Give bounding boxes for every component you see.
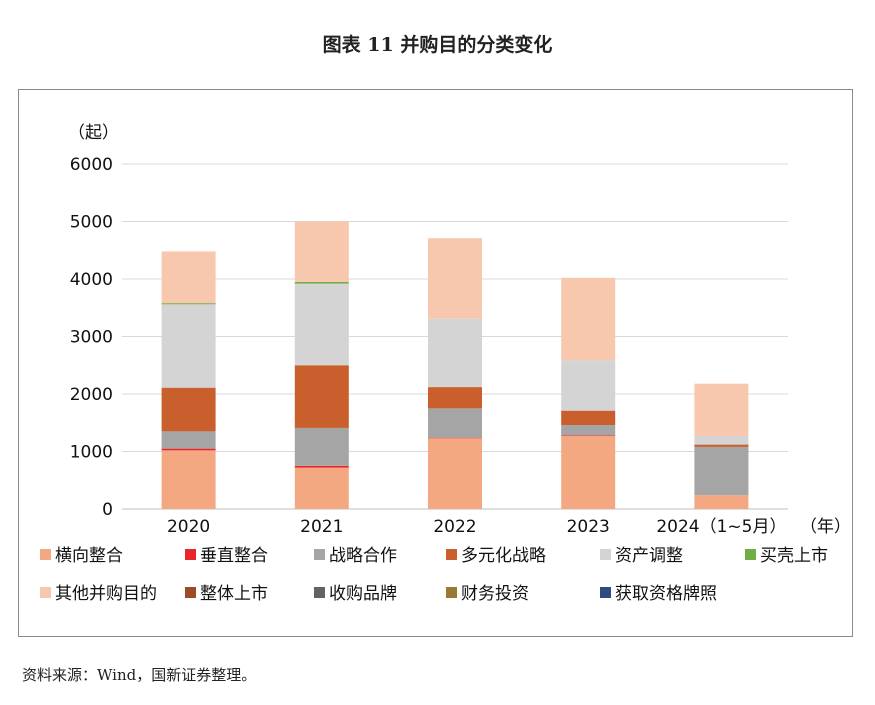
y-tick-label: 3000 xyxy=(70,328,113,348)
y-tick-label: 4000 xyxy=(70,270,113,290)
bar-segment xyxy=(161,450,216,509)
bar-segment xyxy=(561,360,616,411)
bar-segment xyxy=(428,318,482,388)
legend-label: 整体上市 xyxy=(200,584,268,604)
figure-title: 图表 11 并购目的分类变化 xyxy=(322,34,553,56)
bar-segment xyxy=(161,251,216,304)
legend-label: 横向整合 xyxy=(55,546,123,566)
y-tick-label: 1000 xyxy=(70,443,113,463)
bar-segment xyxy=(428,238,482,319)
legend-label: 收购品牌 xyxy=(329,584,397,604)
legend-swatch xyxy=(314,549,325,560)
bar-segment xyxy=(428,438,482,509)
x-tick-label: 2023 xyxy=(567,517,610,537)
bar-segment xyxy=(694,446,749,496)
y-axis-label: （起） xyxy=(68,123,119,143)
x-axis-label: （年） xyxy=(800,517,851,537)
legend-swatch xyxy=(40,549,51,560)
legend-swatch xyxy=(600,587,611,598)
legend-label: 多元化战略 xyxy=(461,546,546,566)
source-note: 资料来源：Wind，国新证券整理。 xyxy=(22,666,257,684)
x-tick-label: 2022 xyxy=(433,517,476,537)
bar-segment xyxy=(161,303,216,305)
x-tick-label: 2020 xyxy=(167,517,210,537)
y-tick-label: 6000 xyxy=(70,155,113,175)
bar-segment xyxy=(294,365,349,428)
bar-segment xyxy=(294,467,349,509)
bar-segment xyxy=(428,437,482,439)
legend-label: 财务投资 xyxy=(461,584,529,604)
bar-segment xyxy=(428,387,482,409)
bar-segment xyxy=(428,408,482,438)
bar-segment xyxy=(694,435,749,445)
legend-label: 资产调整 xyxy=(615,546,683,566)
legend-swatch xyxy=(446,549,457,560)
legend-label: 垂直整合 xyxy=(200,546,268,566)
bar-segment xyxy=(161,431,216,449)
x-tick-label: 2024（1~5月） xyxy=(656,517,786,537)
legend-label: 其他并购目的 xyxy=(55,584,157,604)
y-tick-label: 5000 xyxy=(70,213,113,233)
legend-swatch xyxy=(185,587,196,598)
legend-label: 战略合作 xyxy=(329,546,397,566)
bar-segment xyxy=(294,221,349,282)
chart-frame xyxy=(18,89,853,637)
bar-segment xyxy=(161,304,216,388)
bar-segment xyxy=(294,465,349,468)
bar-segment xyxy=(561,277,616,361)
legend-swatch xyxy=(745,549,756,560)
bar-segment xyxy=(561,435,616,509)
bar-segment xyxy=(694,444,749,447)
bar-segment xyxy=(294,281,349,284)
bar-segment xyxy=(294,283,349,366)
stacked-bar-chart: 0 1000 2000 3000 4000 5000 6000 （起） 2020 2021 2022… xyxy=(40,123,851,604)
legend-label: 获取资格牌照 xyxy=(615,584,717,604)
x-tick-label: 2021 xyxy=(300,517,343,537)
bar-segment xyxy=(161,448,216,451)
bar-segment xyxy=(694,495,749,509)
bar-segment xyxy=(561,425,616,436)
legend-swatch xyxy=(40,587,51,598)
legend-swatch xyxy=(600,549,611,560)
bar-segment xyxy=(161,387,216,432)
y-tick-label: 2000 xyxy=(70,385,113,405)
bar-segment xyxy=(561,435,616,436)
legend-label: 买壳上市 xyxy=(760,546,828,566)
legend-swatch xyxy=(314,587,325,598)
bar-segment xyxy=(294,427,349,466)
y-tick-label: 0 xyxy=(102,500,113,520)
legend-swatch xyxy=(185,549,196,560)
bar-segment xyxy=(694,383,749,436)
bar-segment xyxy=(561,410,616,426)
legend-swatch xyxy=(446,587,457,598)
